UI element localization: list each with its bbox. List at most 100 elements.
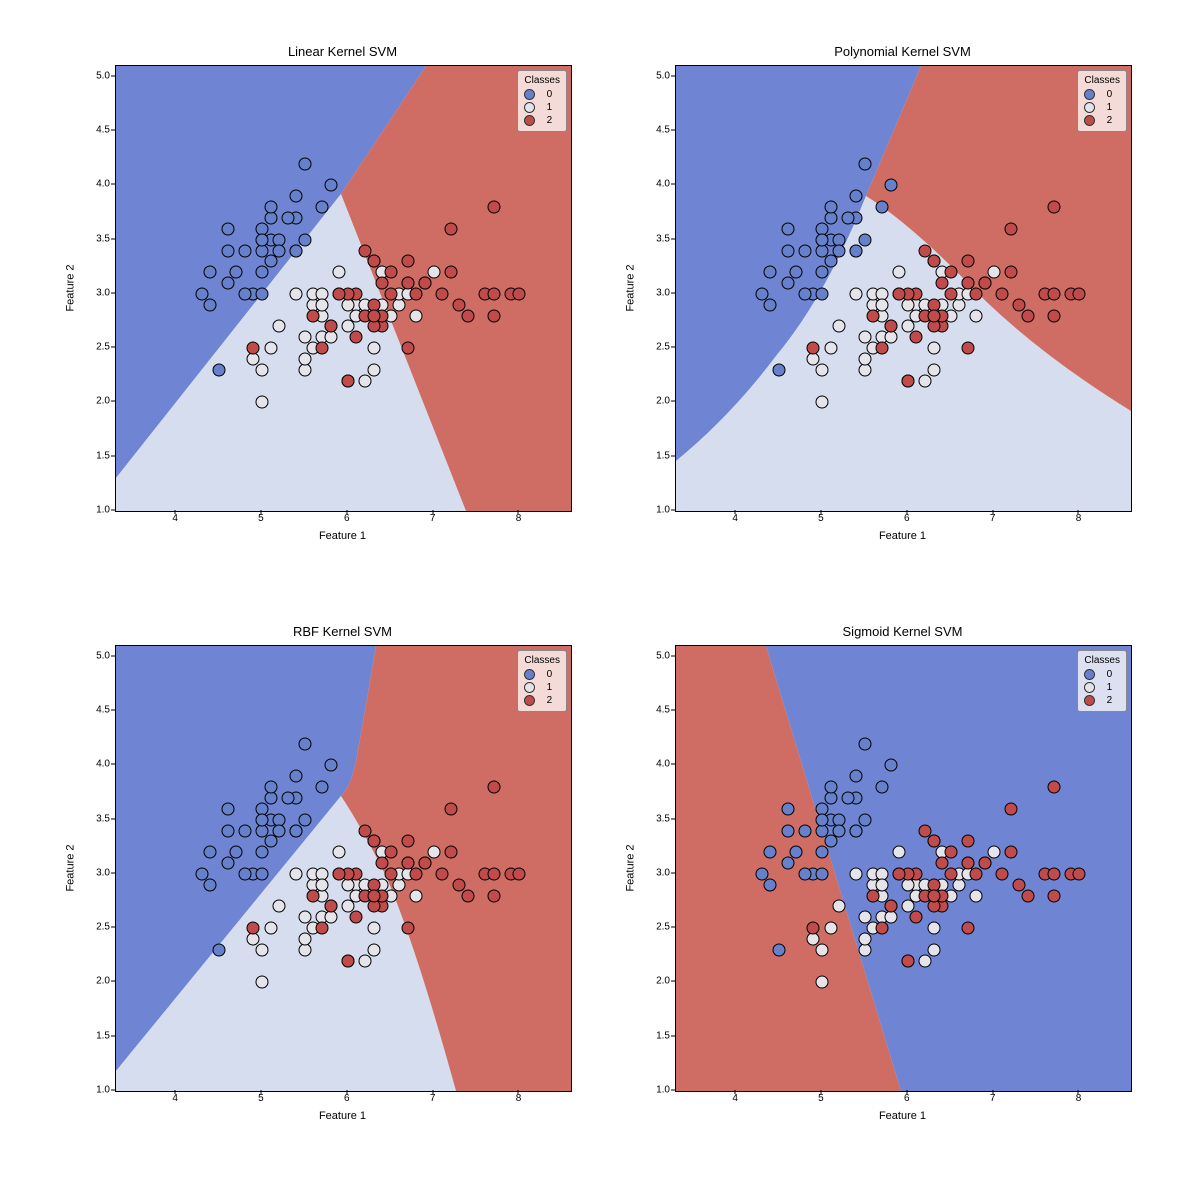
legend-marker-icon [524,695,535,706]
scatter-point [264,835,277,848]
scatter-point [876,201,889,214]
xtick-label: 6 [904,513,910,524]
scatter-point [944,846,957,859]
ytick-label: 1.0 [640,1085,670,1096]
scatter-point [436,867,449,880]
scatter-point [876,342,889,355]
xtick-label: 5 [818,513,824,524]
scatter-point [444,802,457,815]
xtick-label: 8 [1076,513,1082,524]
scatter-point [944,287,957,300]
scatter-point [264,781,277,794]
xtick-label: 6 [344,1093,350,1104]
ytick-label: 2.0 [640,976,670,987]
scatter-point [961,857,974,870]
scatter-point [781,277,794,290]
scatter-point [427,846,440,859]
scatter-point [996,287,1009,300]
scatter-point [247,922,260,935]
ytick-mark [111,872,115,873]
scatter-point [401,342,414,355]
xtick-label: 7 [430,1093,436,1104]
scatter-point [221,824,234,837]
plot-area: Classes012 [115,65,572,512]
scatter-point [764,846,777,859]
scatter-point [358,824,371,837]
scatter-point [910,911,923,924]
ytick-mark [671,510,675,511]
scatter-point [970,309,983,322]
scatter-point [264,201,277,214]
ytick-mark [671,764,675,765]
scatter-point [401,277,414,290]
scatter-point [204,266,217,279]
scatter-point [901,374,914,387]
scatter-point [401,922,414,935]
ytick-mark [111,655,115,656]
scatter-point [238,824,251,837]
ytick-mark [111,455,115,456]
xtick-label: 5 [818,1093,824,1104]
scatter-point [401,255,414,268]
ytick-label: 4.0 [80,179,110,190]
ytick-label: 2.0 [640,396,670,407]
scatter-point [367,943,380,956]
scatter-point [944,266,957,279]
ylabel: Feature 2 [64,645,78,1090]
scatter-point [333,287,346,300]
scatter-point [824,201,837,214]
legend-item: 2 [1084,694,1120,707]
legend-marker-icon [524,682,535,693]
scatter-point [815,266,828,279]
scatter-point [298,813,311,826]
scatter-point [358,244,371,257]
scatter-point [893,846,906,859]
subplot-linear: Linear Kernel SVMFeature 2Classes0124567… [60,40,570,550]
ytick-mark [111,927,115,928]
scatter-point [401,857,414,870]
scatter-point [961,255,974,268]
scatter-point [858,233,871,246]
legend-label: 0 [543,89,555,100]
ytick-mark [111,75,115,76]
xtick-label: 8 [1076,1093,1082,1104]
ytick-label: 5.0 [80,70,110,81]
scatter-point [970,867,983,880]
scatter-point [298,331,311,344]
legend-marker-icon [1084,89,1095,100]
scatter-point [1004,222,1017,235]
scatter-point [807,342,820,355]
ytick-mark [111,510,115,511]
legend-marker-icon [1084,102,1095,113]
scatter-point [419,277,432,290]
legend: Classes012 [517,650,567,712]
scatter-point [436,287,449,300]
scatter-point [961,835,974,848]
scatter-point [815,867,828,880]
scatter-point [298,933,311,946]
plot-area: Classes012 [115,645,572,1092]
ytick-label: 3.0 [80,867,110,878]
plot-area: Classes012 [675,65,1132,512]
scatter-point [273,320,286,333]
scatter-point [858,911,871,924]
scatter-point [824,255,837,268]
scatter-point [367,889,380,902]
legend-label: 1 [543,102,555,113]
legend-label: 2 [543,115,555,126]
scatter-point [1047,309,1060,322]
ytick-mark [111,1090,115,1091]
scatter-point [316,298,329,311]
scatter-point [944,867,957,880]
legend-label: 0 [1103,669,1115,680]
scatter-point [290,867,303,880]
scatter-point [858,157,871,170]
subplot-polynomial: Polynomial Kernel SVMFeature 2Classes012… [620,40,1130,550]
ytick-mark [111,1035,115,1036]
ytick-mark [111,292,115,293]
legend-item: 1 [1084,681,1120,694]
scatter-point [273,244,286,257]
scatter-point [213,363,226,376]
xtick-label: 4 [172,1093,178,1104]
legend-label: 1 [1103,102,1115,113]
